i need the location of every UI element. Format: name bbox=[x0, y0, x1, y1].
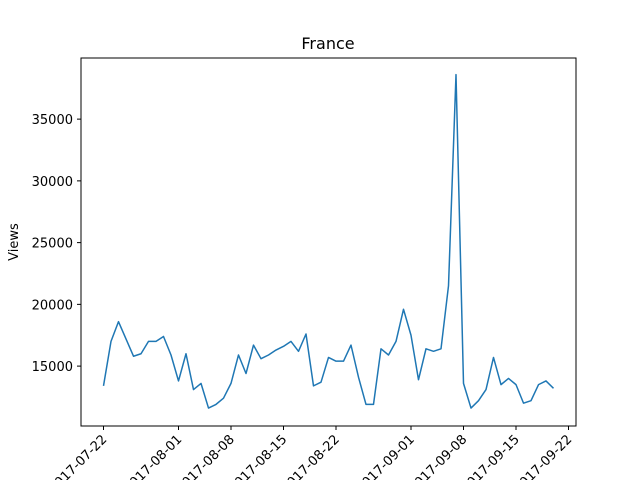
y-axis-label: Views bbox=[7, 223, 22, 261]
y-tick-label: 30000 bbox=[32, 175, 73, 190]
y-tick-label: 20000 bbox=[32, 298, 73, 313]
y-tick-label: 25000 bbox=[32, 237, 73, 252]
plot-frame bbox=[80, 57, 577, 427]
y-tick-label: 15000 bbox=[32, 360, 73, 375]
y-tick-label: 35000 bbox=[32, 113, 73, 128]
chart-title: France bbox=[301, 34, 354, 53]
line bbox=[102, 73, 555, 409]
